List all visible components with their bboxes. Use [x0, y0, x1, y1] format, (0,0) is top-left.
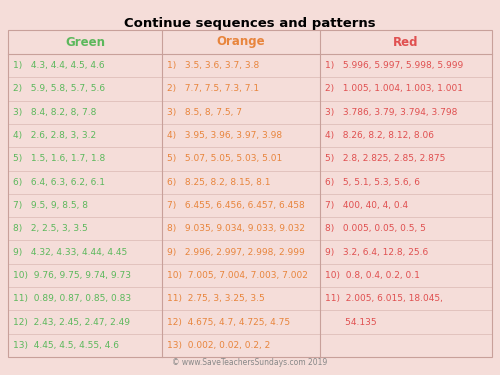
Text: 13)  4.45, 4.5, 4.55, 4.6: 13) 4.45, 4.5, 4.55, 4.6: [13, 341, 119, 350]
Text: 4)   2.6, 2.8, 3, 3.2: 4) 2.6, 2.8, 3, 3.2: [13, 131, 96, 140]
Text: 12)  4.675, 4.7, 4.725, 4.75: 12) 4.675, 4.7, 4.725, 4.75: [167, 318, 290, 327]
Text: 9)   3.2, 6.4, 12.8, 25.6: 9) 3.2, 6.4, 12.8, 25.6: [325, 248, 428, 256]
Text: 5)   2.8, 2.825, 2.85, 2.875: 5) 2.8, 2.825, 2.85, 2.875: [325, 154, 446, 164]
Text: 3)   8.4, 8.2, 8, 7.8: 3) 8.4, 8.2, 8, 7.8: [13, 108, 96, 117]
Text: 11)  2.75, 3, 3.25, 3.5: 11) 2.75, 3, 3.25, 3.5: [167, 294, 265, 303]
Text: 5)   1.5, 1.6, 1.7, 1.8: 5) 1.5, 1.6, 1.7, 1.8: [13, 154, 105, 164]
Text: 10)  9.76, 9.75, 9.74, 9.73: 10) 9.76, 9.75, 9.74, 9.73: [13, 271, 131, 280]
Text: 6)   8.25, 8.2, 8.15, 8.1: 6) 8.25, 8.2, 8.15, 8.1: [167, 178, 270, 187]
Text: 1)   5.996, 5.997, 5.998, 5.999: 1) 5.996, 5.997, 5.998, 5.999: [325, 61, 463, 70]
Text: 10)  7.005, 7.004, 7.003, 7.002: 10) 7.005, 7.004, 7.003, 7.002: [167, 271, 308, 280]
Text: 4)   3.95, 3.96, 3.97, 3.98: 4) 3.95, 3.96, 3.97, 3.98: [167, 131, 282, 140]
Text: 8)   9.035, 9.034, 9.033, 9.032: 8) 9.035, 9.034, 9.033, 9.032: [167, 224, 305, 233]
Text: 9)   2.996, 2.997, 2.998, 2.999: 9) 2.996, 2.997, 2.998, 2.999: [167, 248, 305, 256]
Text: 2)   7.7, 7.5, 7.3, 7.1: 2) 7.7, 7.5, 7.3, 7.1: [167, 84, 259, 93]
Text: 7)   9.5, 9, 8.5, 8: 7) 9.5, 9, 8.5, 8: [13, 201, 88, 210]
Text: 6)   5, 5.1, 5.3, 5.6, 6: 6) 5, 5.1, 5.3, 5.6, 6: [325, 178, 420, 187]
Text: 8)   0.005, 0.05, 0.5, 5: 8) 0.005, 0.05, 0.5, 5: [325, 224, 426, 233]
Text: Orange: Orange: [216, 36, 266, 48]
Text: 1)   3.5, 3.6, 3.7, 3.8: 1) 3.5, 3.6, 3.7, 3.8: [167, 61, 259, 70]
Text: 5)   5.07, 5.05, 5.03, 5.01: 5) 5.07, 5.05, 5.03, 5.01: [167, 154, 282, 164]
Text: © www.SaveTeachersSundays.com 2019: © www.SaveTeachersSundays.com 2019: [172, 358, 328, 367]
Text: Red: Red: [393, 36, 419, 48]
Text: 7)   400, 40, 4, 0.4: 7) 400, 40, 4, 0.4: [325, 201, 408, 210]
Bar: [8, 30, 492, 357]
Text: 54.135: 54.135: [325, 318, 376, 327]
Text: 4)   8.26, 8.2, 8.12, 8.06: 4) 8.26, 8.2, 8.12, 8.06: [325, 131, 434, 140]
Text: 11)  0.89, 0.87, 0.85, 0.83: 11) 0.89, 0.87, 0.85, 0.83: [13, 294, 131, 303]
Text: 10)  0.8, 0.4, 0.2, 0.1: 10) 0.8, 0.4, 0.2, 0.1: [325, 271, 420, 280]
Text: 3)   3.786, 3.79, 3.794, 3.798: 3) 3.786, 3.79, 3.794, 3.798: [325, 108, 458, 117]
Text: 3)   8.5, 8, 7.5, 7: 3) 8.5, 8, 7.5, 7: [167, 108, 242, 117]
Text: 6)   6.4, 6.3, 6.2, 6.1: 6) 6.4, 6.3, 6.2, 6.1: [13, 178, 105, 187]
Text: Green: Green: [65, 36, 105, 48]
Text: 8)   2, 2.5, 3, 3.5: 8) 2, 2.5, 3, 3.5: [13, 224, 88, 233]
Text: 13)  0.002, 0.02, 0.2, 2: 13) 0.002, 0.02, 0.2, 2: [167, 341, 270, 350]
Text: 1)   4.3, 4.4, 4.5, 4.6: 1) 4.3, 4.4, 4.5, 4.6: [13, 61, 104, 70]
Text: 2)   5.9, 5.8, 5.7, 5.6: 2) 5.9, 5.8, 5.7, 5.6: [13, 84, 105, 93]
Text: 7)   6.455, 6.456, 6.457, 6.458: 7) 6.455, 6.456, 6.457, 6.458: [167, 201, 305, 210]
Text: 9)   4.32, 4.33, 4.44, 4.45: 9) 4.32, 4.33, 4.44, 4.45: [13, 248, 127, 256]
Text: Continue sequences and patterns: Continue sequences and patterns: [124, 17, 376, 30]
Text: 11)  2.005, 6.015, 18.045,: 11) 2.005, 6.015, 18.045,: [325, 294, 443, 303]
Text: 2)   1.005, 1.004, 1.003, 1.001: 2) 1.005, 1.004, 1.003, 1.001: [325, 84, 463, 93]
Text: 12)  2.43, 2.45, 2.47, 2.49: 12) 2.43, 2.45, 2.47, 2.49: [13, 318, 130, 327]
